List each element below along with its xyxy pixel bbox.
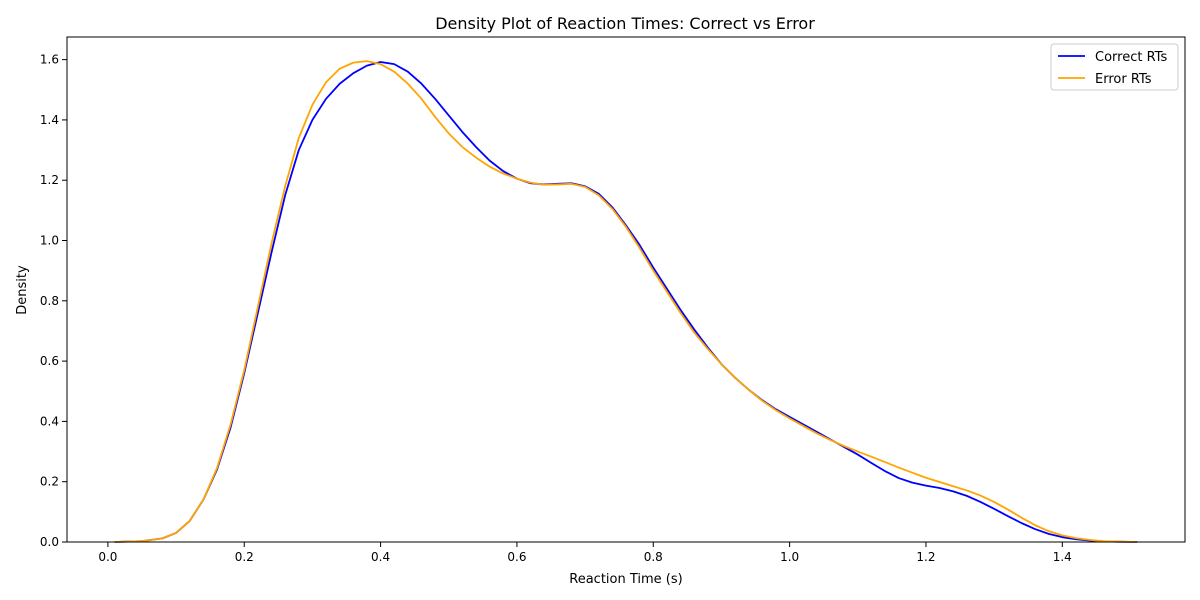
y-tick-label: 1.4 [40, 113, 59, 127]
x-tick-label: 1.0 [780, 550, 799, 564]
y-tick-label: 0.6 [40, 354, 59, 368]
y-tick-label: 0.2 [40, 475, 59, 489]
x-tick-label: 1.2 [916, 550, 935, 564]
x-tick-label: 0.4 [371, 550, 390, 564]
series-line-error-rts [114, 60, 1138, 543]
y-tick-label: 0.8 [40, 294, 59, 308]
y-axis: 0.0 0.2 0.4 0.6 0.8 1.0 1.2 1.4 1.6 [40, 53, 67, 549]
y-tick-label: 0.0 [40, 535, 59, 549]
x-tick-label: 0.8 [644, 550, 663, 564]
x-tick-label: 0.2 [235, 550, 254, 564]
y-tick-label: 1.2 [40, 173, 59, 187]
x-tick-label: 0.0 [98, 550, 117, 564]
plot-frame [66, 36, 1186, 543]
y-tick-label: 1.0 [40, 234, 59, 248]
legend: Correct RTs Error RTs [1050, 43, 1179, 91]
x-tick-label: 0.6 [507, 550, 526, 564]
x-axis: 0.0 0.2 0.4 0.6 0.8 1.0 1.2 1.4 [98, 542, 1072, 564]
chart-title: Density Plot of Reaction Times: Correct … [435, 14, 815, 33]
y-tick-label: 1.6 [40, 53, 59, 67]
legend-label-error: Error RTs [1095, 72, 1152, 87]
series-layer [114, 60, 1138, 543]
x-tick-label: 1.4 [1053, 550, 1072, 564]
y-tick-label: 0.4 [40, 414, 59, 428]
plot-area [66, 36, 1186, 543]
x-axis-label: Reaction Time (s) [569, 572, 682, 587]
y-axis-label: Density [15, 265, 30, 315]
legend-label-correct: Correct RTs [1095, 50, 1167, 65]
series-line-correct-rts [114, 61, 1138, 543]
